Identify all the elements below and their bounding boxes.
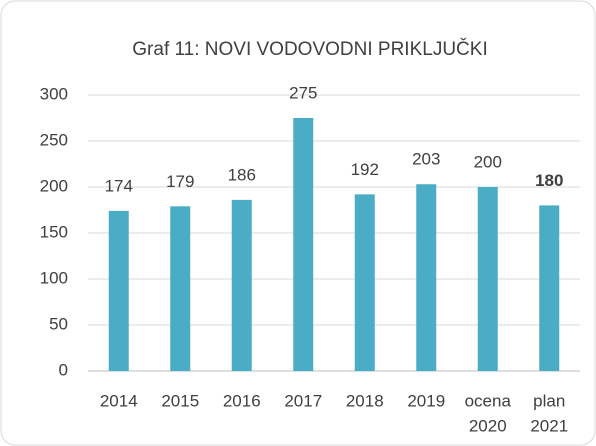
x-tick-label: ocena <box>465 391 512 410</box>
data-label: 192 <box>351 160 379 179</box>
y-tick-label: 250 <box>40 130 68 149</box>
x-tick-label: 2016 <box>223 391 261 410</box>
bar <box>354 194 375 371</box>
bar <box>108 210 129 371</box>
bar <box>477 187 498 371</box>
x-tick-label: 2017 <box>284 391 322 410</box>
y-tick-label: 150 <box>40 222 68 241</box>
x-tick-label: plan <box>533 391 565 410</box>
data-label: 200 <box>474 152 502 171</box>
bar <box>539 205 560 371</box>
y-tick-label: 0 <box>59 360 68 379</box>
y-tick-label: 50 <box>49 314 68 333</box>
bar <box>170 206 191 371</box>
x-tick-label: 2014 <box>100 391 138 410</box>
y-tick-label: 300 <box>40 84 68 103</box>
chart-title: Graf 11: NOVI VODOVODNI PRIKLJUČKI <box>132 38 487 60</box>
data-label: 186 <box>228 165 256 184</box>
y-tick-label: 200 <box>40 176 68 195</box>
data-label: 275 <box>289 83 317 102</box>
data-label: 174 <box>105 176 133 195</box>
x-tick-label: 2015 <box>161 391 199 410</box>
x-tick-label: 2021 <box>530 416 568 435</box>
data-label: 179 <box>166 172 194 191</box>
y-tick-label: 100 <box>40 268 68 287</box>
bar <box>231 199 252 371</box>
bar <box>293 118 314 371</box>
bar <box>416 184 437 371</box>
x-tick-label: 2018 <box>346 391 384 410</box>
data-label: 203 <box>412 150 440 169</box>
x-tick-label: 2019 <box>407 391 445 410</box>
x-tick-label: 2020 <box>469 416 507 435</box>
data-label: 180 <box>535 171 563 190</box>
